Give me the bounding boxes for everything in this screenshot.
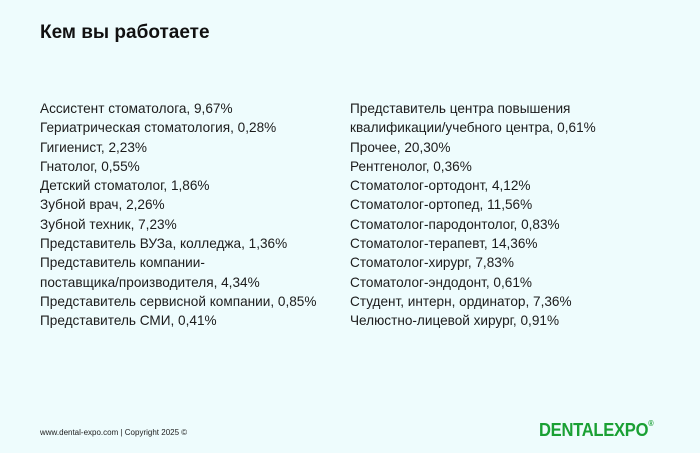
registered-mark: ® [648,419,654,428]
list-item: Зубной врач, 2,26% [40,197,165,213]
right-column-list: Представитель центра повышения квалифика… [350,99,670,331]
list-item: Стоматолог-пародонтолог, 0,83% [350,216,560,232]
list-item: Стоматолог-хирург, 7,83% [350,255,514,271]
list-item: Стоматолог-эндодонт, 0,61% [350,274,532,290]
list-item: Гериатрическая стоматология, 0,28% [40,120,277,136]
list-item: Представитель центра повышения квалифика… [350,101,596,136]
list-item: Представитель СМИ, 0,41% [40,313,217,329]
list-item: Стоматолог-терапевт, 14,36% [350,236,538,252]
logo-text: DENTALEXPO [539,420,649,440]
list-item: Прочее, 20,30% [350,139,451,155]
list-item: Стоматолог-ортодонт, 4,12% [350,178,531,194]
left-column-list: Ассистент стоматолога, 9,67% Гериатричес… [40,99,345,331]
list-item: Рентгенолог, 0,36% [350,158,472,174]
list-item: Представитель ВУЗа, колледжа, 1,36% [40,236,288,252]
list-item: Представитель сервисной компании, 0,85% [40,293,317,309]
list-item: Стоматолог-ортопед, 11,56% [350,197,533,213]
list-item: Студент, интерн, ординатор, 7,36% [350,293,572,309]
list-item: Гигиенист, 2,23% [40,139,148,155]
dentalexpo-logo: DENTALEXPO® [539,419,654,441]
list-item: Гнатолог, 0,55% [40,158,140,174]
footer-copyright: www.dental-expo.com | Copyright 2025 © [40,428,188,437]
page-title: Кем вы работаете [40,22,210,43]
list-item: Детский стоматолог, 1,86% [40,178,210,194]
list-item: Челюстно-лицевой хирург, 0,91% [350,313,560,329]
list-item: Представитель компании- поставщика/произ… [40,255,260,290]
list-item: Ассистент стоматолога, 9,67% [40,101,233,116]
list-item: Зубной техник, 7,23% [40,216,177,232]
